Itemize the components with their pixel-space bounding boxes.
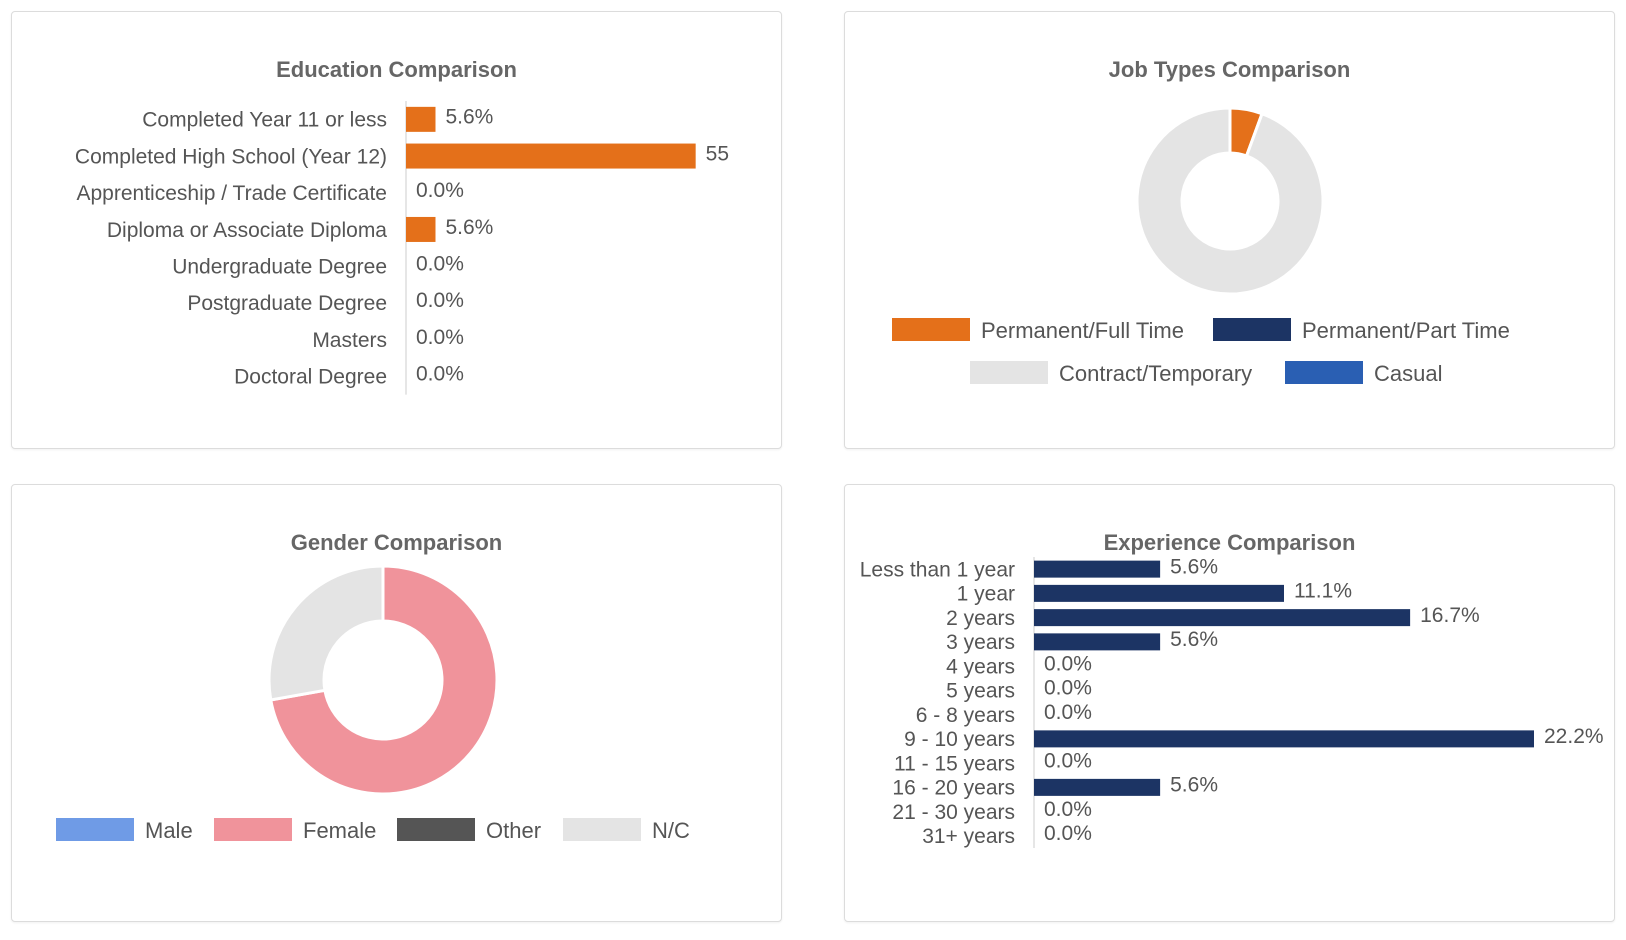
gender-legend-label-female: Female: [303, 818, 376, 843]
job_types-legend-label-contract-temporary: Contract/Temporary: [1059, 361, 1252, 386]
education-value-label-postgraduate-degree: 0.0%: [416, 289, 464, 312]
experience-category-label-5-years: 5 years: [946, 680, 1015, 703]
experience-bar-less-than-1-year: [1034, 560, 1161, 578]
experience-value-label-6-8-years: 0.0%: [1044, 701, 1092, 724]
experience-value-label-4-years: 0.0%: [1044, 652, 1092, 675]
gender-legend-swatch-other: [397, 818, 475, 841]
education-category-label-masters: Masters: [312, 329, 387, 352]
education-category-label-diploma-or-associate-diploma: Diploma or Associate Diploma: [107, 219, 387, 242]
education-category-label-doctoral-degree: Doctoral Degree: [234, 366, 387, 389]
education-value-label-diploma-or-associate-diploma: 5.6%: [445, 216, 493, 239]
education-value-label-completed-year-11-or-less: 5.6%: [445, 106, 493, 129]
education-category-label-undergraduate-degree: Undergraduate Degree: [172, 256, 387, 279]
gender-legend-label-male: Male: [145, 818, 193, 843]
experience-value-label-2-years: 16.7%: [1420, 604, 1480, 627]
gender-legend-label-other: Other: [486, 818, 541, 843]
experience-category-label-6-8-years: 6 - 8 years: [916, 704, 1015, 727]
gender-slice-n-c: [267, 564, 385, 702]
experience-bar-chart: Less than 1 year 5.6% 1 year 11.1% 2 years 16…: [860, 555, 1604, 848]
gender-chart-title: Gender Comparison: [290, 530, 503, 555]
job_types-legend-label-permanent-part-time: Permanent/Part Time: [1302, 318, 1510, 343]
education-chart-title: Education Comparison: [276, 57, 517, 82]
experience-category-label-3-years: 3 years: [946, 631, 1015, 654]
experience-bar-3-years: [1034, 633, 1161, 651]
gender-legend-swatch-male: [56, 818, 134, 841]
experience-value-label-21-30-years: 0.0%: [1044, 798, 1092, 821]
experience-bar-16-20-years: [1034, 778, 1161, 796]
job_types-legend-swatch-permanent-part-time: [1213, 318, 1291, 341]
experience-category-label-21-30-years: 21 - 30 years: [892, 801, 1015, 824]
experience-bar-9-10-years: [1034, 730, 1534, 748]
experience-value-label-1-year: 11.1%: [1294, 580, 1352, 603]
experience-category-label-2-years: 2 years: [946, 607, 1015, 630]
experience-category-label-31-years: 31+ years: [922, 825, 1015, 848]
education-value-label-completed-high-school-year-12: 55: [706, 142, 729, 165]
education-category-label-postgraduate-degree: Postgraduate Degree: [187, 292, 387, 315]
experience-category-label-9-10-years: 9 - 10 years: [904, 728, 1015, 751]
experience-value-label-3-years: 5.6%: [1170, 628, 1218, 651]
education-value-label-apprenticeship-trade-certificate: 0.0%: [416, 179, 464, 202]
experience-value-label-9-10-years: 22.2%: [1544, 725, 1604, 748]
education-bar-completed-high-school-year-12: [406, 143, 696, 169]
experience-value-label-less-than-1-year: 5.6%: [1170, 555, 1218, 578]
education-value-label-doctoral-degree: 0.0%: [416, 363, 464, 386]
experience-category-label-less-than-1-year: Less than 1 year: [860, 558, 1015, 581]
experience-category-label-16-20-years: 16 - 20 years: [892, 777, 1015, 800]
gender-legend-label-n-c: N/C: [652, 818, 690, 843]
gender-legend-swatch-female: [214, 818, 292, 841]
experience-value-label-11-15-years: 0.0%: [1044, 749, 1092, 772]
job_types-legend-swatch-contract-temporary: [970, 361, 1048, 384]
gender-donut-chart: Male Female Other N/C: [56, 564, 690, 843]
job_types-legend-label-permanent-full-time: Permanent/Full Time: [981, 318, 1184, 343]
experience-value-label-16-20-years: 5.6%: [1170, 774, 1218, 797]
experience-bar-1-year: [1034, 584, 1284, 602]
gender-chart-card: Gender Comparison Male Female Other N/C: [11, 484, 782, 922]
job_types-legend-swatch-casual: [1285, 361, 1363, 384]
job-types-donut-chart: Permanent/Full Time Permanent/Part Time Co…: [892, 106, 1510, 386]
job-types-chart-title: Job Types Comparison: [1108, 57, 1351, 82]
job-types-chart-card: Job Types Comparison Permanent/Full Time…: [844, 11, 1615, 449]
experience-chart-card: Experience Comparison Less than 1 year 5.…: [844, 484, 1615, 922]
experience-chart-title: Experience Comparison: [1103, 530, 1356, 555]
gender-slice-female: [269, 564, 499, 796]
experience-category-label-1-year: 1 year: [957, 583, 1015, 606]
education-chart-card: Education Comparison Completed Year 11 o…: [11, 11, 782, 449]
job_types-legend-label-casual: Casual: [1374, 361, 1442, 386]
experience-value-label-5-years: 0.0%: [1044, 677, 1092, 700]
education-bar-diploma-or-associate-diploma: [406, 216, 436, 242]
education-value-label-masters: 0.0%: [416, 326, 464, 349]
experience-value-label-31-years: 0.0%: [1044, 822, 1092, 845]
experience-bar-2-years: [1034, 609, 1411, 627]
education-value-label-undergraduate-degree: 0.0%: [416, 252, 464, 275]
education-category-label-apprenticeship-trade-certificate: Apprenticeship / Trade Certificate: [77, 182, 388, 205]
education-bar-chart: Completed Year 11 or less 5.6% Completed H…: [75, 101, 729, 395]
education-category-label-completed-high-school-year-12: Completed High School (Year 12): [75, 145, 387, 168]
job_types-legend-swatch-permanent-full-time: [892, 318, 970, 341]
experience-category-label-4-years: 4 years: [946, 655, 1015, 678]
job_types-slice-contract-temporary: [1135, 106, 1325, 296]
gender-legend-swatch-n-c: [563, 818, 641, 841]
education-bar-completed-year-11-or-less: [406, 106, 436, 132]
education-category-label-completed-year-11-or-less: Completed Year 11 or less: [142, 109, 387, 132]
experience-category-label-11-15-years: 11 - 15 years: [894, 752, 1015, 775]
